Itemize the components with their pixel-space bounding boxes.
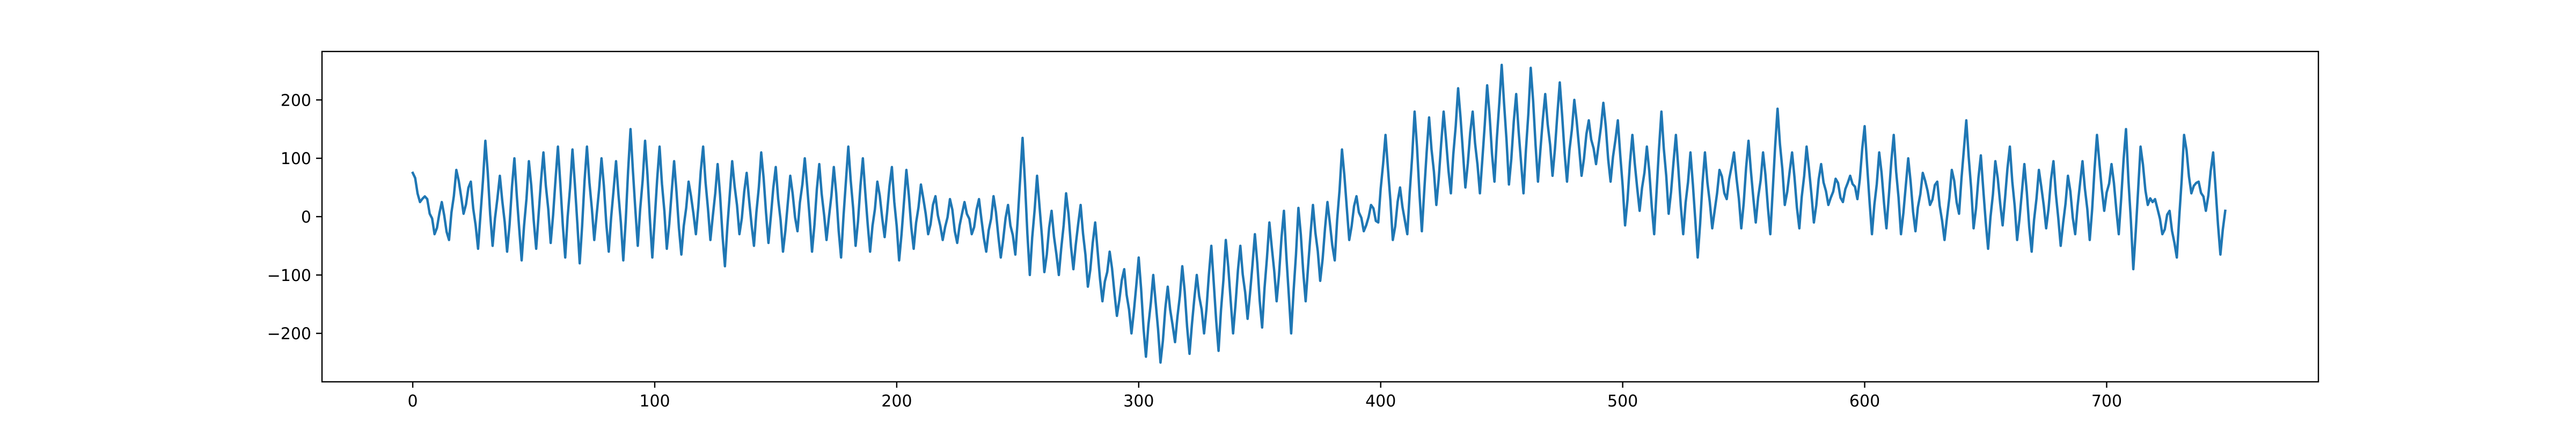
x-tick-label: 100 [639, 392, 670, 411]
y-tick-label: −100 [267, 267, 311, 285]
x-tick-label: 0 [408, 392, 418, 411]
x-tick-label: 300 [1123, 392, 1154, 411]
x-tick-label: 200 [881, 392, 912, 411]
x-tick-label: 500 [1607, 392, 1638, 411]
plot-area [411, 63, 2227, 364]
y-tick-label: −200 [267, 325, 311, 344]
series-line-0 [411, 63, 2227, 364]
x-tick-label: 600 [1849, 392, 1880, 411]
axes: 0 100 200 300 400 500 600 700 −200 −100 0 100 200 [267, 50, 2319, 411]
y-tick-label: 200 [281, 91, 311, 110]
x-tick-label: 700 [2091, 392, 2122, 411]
y-tick-label: 0 [301, 208, 311, 227]
y-tick-label: 100 [281, 150, 311, 168]
x-tick-label: 400 [1365, 392, 1396, 411]
